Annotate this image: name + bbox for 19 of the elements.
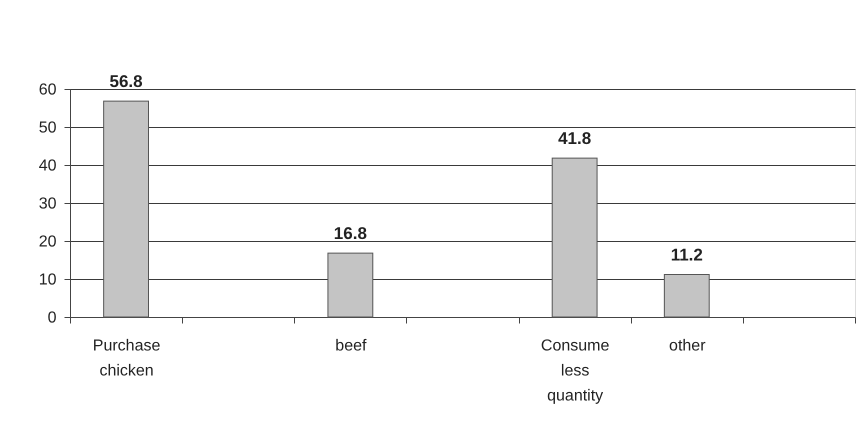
y-tick-label: 30 [38,196,57,212]
x-tick-label: beef [335,338,367,354]
y-tick-label: 10 [38,272,57,288]
y-tick-label: 60 [38,82,57,98]
bar [664,274,710,318]
y-tick-label: 0 [48,310,57,326]
y-tick-label: 20 [38,234,57,250]
x-tick-label: Consume less quantity [540,338,610,404]
bar [552,158,598,318]
data-label: 11.2 [670,245,703,264]
y-tick-label: 50 [38,120,57,136]
x-tick-label: other [669,338,706,354]
data-label: 16.8 [334,224,367,244]
y-tick-label: 40 [38,158,57,174]
data-label: 56.8 [110,72,143,92]
x-tick-label: Purchase chicken [92,338,160,380]
data-label: 41.8 [558,129,592,148]
bar [327,252,374,318]
bar [103,100,149,318]
